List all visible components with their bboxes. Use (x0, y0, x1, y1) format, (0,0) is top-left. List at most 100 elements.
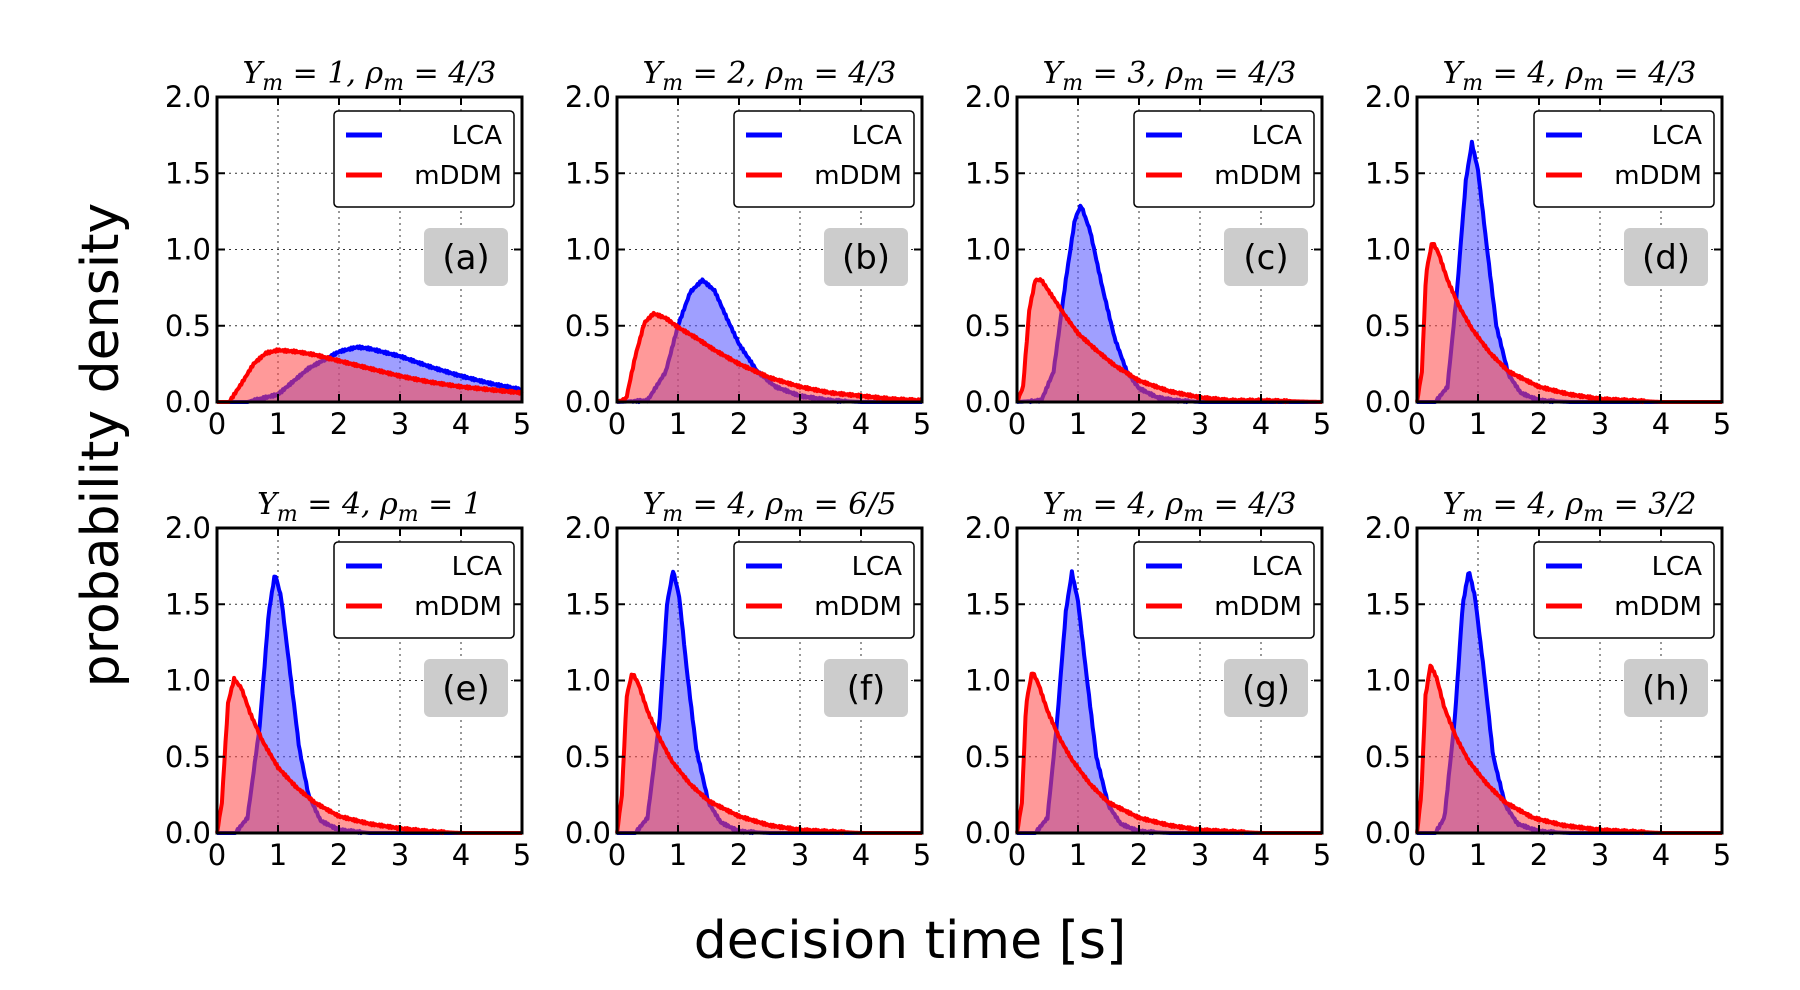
series-mddm-line (616, 310, 924, 404)
legend-label-lca: LCA (1252, 552, 1303, 582)
legend-label-mddm: mDDM (1214, 161, 1302, 191)
legend-label-lca: LCA (1652, 552, 1703, 582)
x-tick-label: 1 (269, 407, 287, 441)
y-tick-label: 2.0 (565, 511, 611, 545)
panel-title: Υm = 4, ρm = 1 (257, 487, 482, 527)
legend: LCA mDDM (1533, 541, 1715, 639)
y-tick-label: 1.0 (965, 233, 1011, 267)
x-tick-label: 2 (1130, 407, 1148, 441)
legend-label-lca: LCA (452, 121, 503, 151)
legend-label-mddm: mDDM (1214, 592, 1302, 622)
y-tick-label: 1.0 (565, 233, 611, 267)
panel-title: Υm = 2, ρm = 4/3 (642, 56, 896, 96)
x-tick-label: 3 (1191, 838, 1209, 872)
y-tick-label: 0.0 (165, 385, 211, 419)
y-tick-label: 1.0 (165, 233, 211, 267)
y-tick-label: 0.5 (565, 309, 611, 343)
x-tick-label: 3 (1591, 838, 1609, 872)
x-tick-label: 4 (452, 407, 470, 441)
legend-label-mddm: mDDM (414, 161, 502, 191)
x-tick-label: 0 (608, 407, 626, 441)
series-mddm-area (217, 677, 522, 833)
y-tick-label: 1.5 (565, 156, 611, 190)
x-tick-label: 4 (1252, 407, 1270, 441)
x-tick-label: 1 (269, 838, 287, 872)
panel-label-box (1624, 659, 1708, 717)
y-tick-label: 0.5 (1365, 309, 1411, 343)
y-tick-label: 2.0 (965, 80, 1011, 114)
x-tick-label: 4 (1652, 838, 1670, 872)
x-tick-label: 5 (513, 407, 531, 441)
x-tick-label: 2 (730, 838, 748, 872)
legend-label-lca: LCA (1652, 121, 1703, 151)
x-tick-label: 5 (913, 407, 931, 441)
y-tick-label: 1.5 (165, 587, 211, 621)
panel-b: 0 1 2 3 4 5 0.0 0.5 1.0 1.5 2.0 Υm = 2, ρm = 4/3 LCA… (565, 56, 931, 441)
x-tick-label: 3 (1191, 407, 1209, 441)
y-tick-label: 1.5 (1365, 587, 1411, 621)
x-tick-label: 1 (669, 407, 687, 441)
legend: LCA mDDM (333, 110, 515, 208)
x-tick-label: 5 (1713, 838, 1731, 872)
x-tick-label: 3 (791, 838, 809, 872)
x-tick-label: 2 (1530, 838, 1548, 872)
legend: LCA mDDM (1533, 110, 1715, 208)
panel-title: Υm = 1, ρm = 4/3 (242, 56, 496, 96)
x-tick-label: 0 (1008, 838, 1026, 872)
y-tick-label: 1.0 (165, 664, 211, 698)
x-tick-label: 4 (852, 838, 870, 872)
panel-label-box (1224, 228, 1308, 286)
series-mddm-area (1017, 673, 1322, 833)
y-tick-label: 0.0 (1365, 816, 1411, 850)
panel-label-box (824, 228, 908, 286)
legend-label-lca: LCA (852, 552, 903, 582)
y-tick-label: 1.0 (565, 664, 611, 698)
x-tick-label: 5 (1713, 407, 1731, 441)
panel-f: 0 1 2 3 4 5 0.0 0.5 1.0 1.5 2.0 Υm = 4, ρm = 6/5 LCA… (565, 487, 931, 872)
panel-g: 0 1 2 3 4 5 0.0 0.5 1.0 1.5 2.0 Υm = 4, ρm = 4/3 LCA… (965, 487, 1331, 872)
series-mddm-area (1017, 279, 1322, 402)
y-tick-label: 0.5 (565, 740, 611, 774)
x-tick-label: 2 (330, 838, 348, 872)
y-tick-label: 1.5 (965, 156, 1011, 190)
panel-label: (g) (1242, 669, 1290, 709)
panel-d: 0 1 2 3 4 5 0.0 0.5 1.0 1.5 2.0 Υm = 4, ρm = 4/3 LCA… (1365, 56, 1731, 441)
x-tick-label: 1 (1069, 407, 1087, 441)
legend-label-lca: LCA (452, 552, 503, 582)
panel-label: (a) (442, 238, 489, 278)
x-tick-label: 3 (391, 407, 409, 441)
series-lca-area (617, 571, 922, 833)
x-tick-label: 4 (1652, 407, 1670, 441)
panel-e: 0 1 2 3 4 5 0.0 0.5 1.0 1.5 2.0 Υm = 4, ρm = 1 LCA mD… (165, 487, 531, 872)
x-tick-label: 4 (452, 838, 470, 872)
y-tick-label: 0.5 (165, 740, 211, 774)
legend-label-mddm: mDDM (1614, 592, 1702, 622)
panel-title: Υm = 4, ρm = 4/3 (1442, 56, 1696, 96)
legend: LCA mDDM (733, 110, 915, 208)
y-axis-label: probability density (71, 203, 131, 688)
legend: LCA mDDM (1133, 541, 1315, 639)
panel-label: (f) (847, 669, 886, 709)
x-tick-label: 2 (730, 407, 748, 441)
y-tick-label: 2.0 (965, 511, 1011, 545)
series-lca-area (1417, 141, 1722, 403)
x-tick-label: 0 (1008, 407, 1026, 441)
panel-c: 0 1 2 3 4 5 0.0 0.5 1.0 1.5 2.0 Υm = 3, ρm = 4/3 LCA… (965, 56, 1331, 441)
panel-label-box (424, 228, 508, 286)
x-tick-label: 2 (330, 407, 348, 441)
legend-label-mddm: mDDM (814, 592, 902, 622)
y-tick-label: 1.5 (1365, 156, 1411, 190)
x-tick-label: 0 (608, 838, 626, 872)
x-tick-label: 2 (1130, 838, 1148, 872)
panel-label-box (824, 659, 908, 717)
panel-label: (c) (1243, 238, 1288, 278)
y-tick-label: 1.0 (1365, 664, 1411, 698)
x-tick-label: 2 (1530, 407, 1548, 441)
y-tick-label: 2.0 (565, 80, 611, 114)
y-tick-label: 2.0 (1365, 511, 1411, 545)
series-mddm-area (1417, 244, 1722, 402)
legend-label-lca: LCA (852, 121, 903, 151)
panel-label-box (424, 659, 508, 717)
legend: LCA mDDM (1133, 110, 1315, 208)
